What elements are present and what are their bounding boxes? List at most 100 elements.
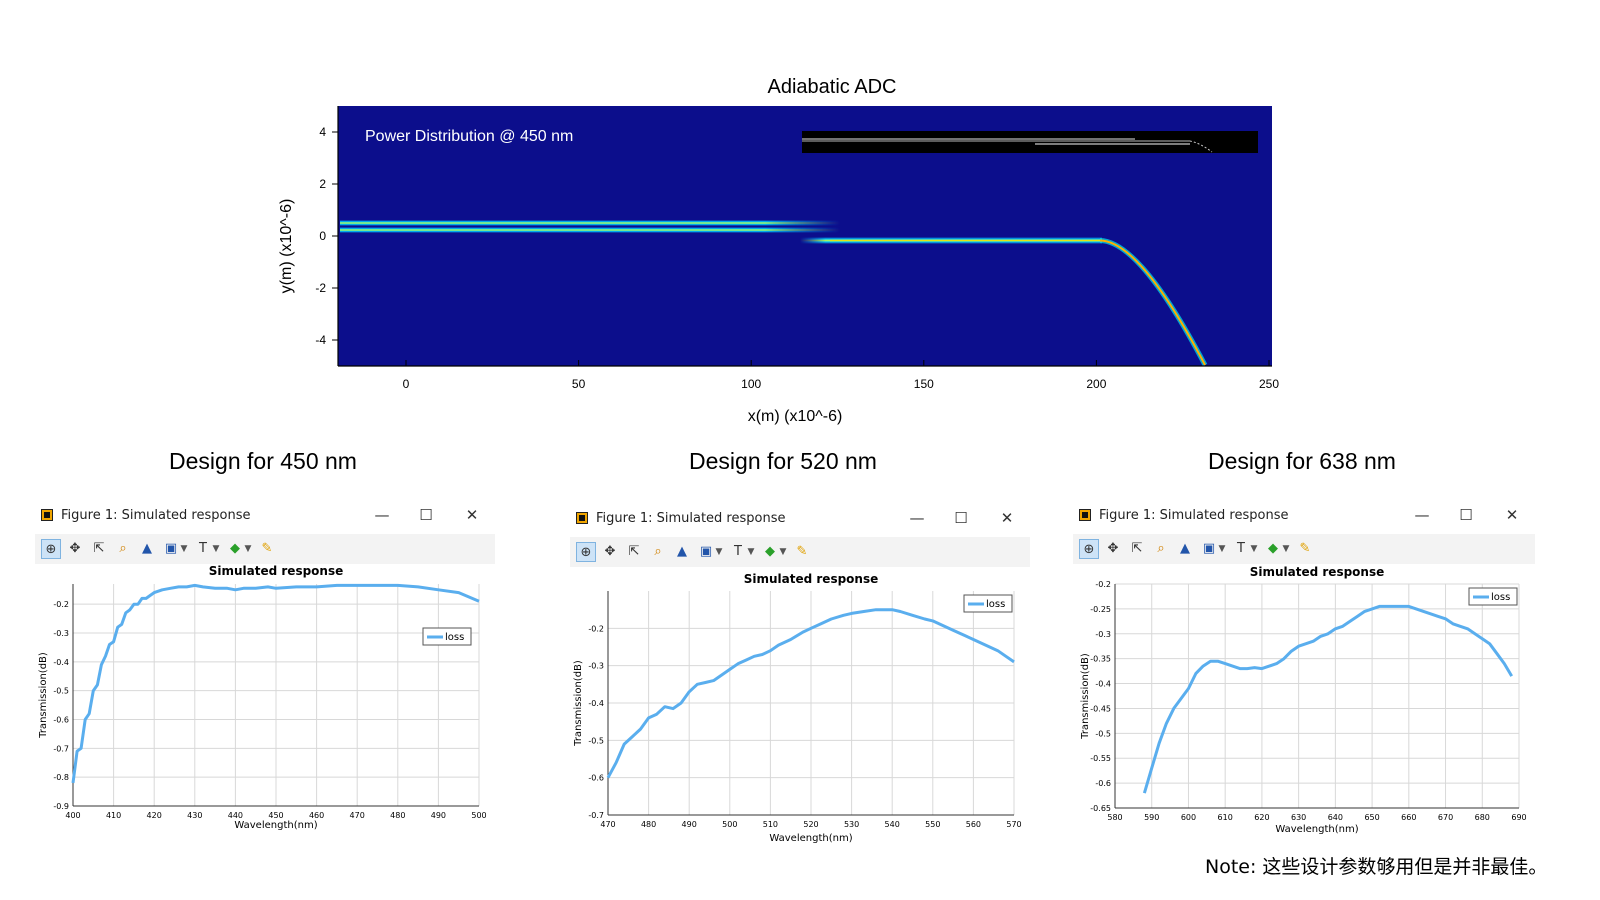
dropdown-arrow-icon[interactable]: ▼ bbox=[1250, 544, 1258, 554]
x-tick-label: 620 bbox=[1254, 813, 1269, 822]
response-chart: 580 590 600 610 620 630 640 650 660 670 680 690 -0.2… bbox=[1080, 565, 1527, 835]
x-tick-label: 550 bbox=[925, 820, 940, 829]
magnify-icon[interactable]: ⌕ bbox=[654, 544, 662, 559]
x-tick-label: 650 bbox=[1364, 813, 1379, 822]
chart-title: Simulated response bbox=[744, 572, 879, 586]
pan-icon[interactable]: ✥ bbox=[69, 541, 81, 556]
series-line-loss bbox=[71, 583, 480, 784]
marker-icon[interactable]: ◆ bbox=[765, 544, 775, 559]
design-title-450: Design for 450 nm bbox=[169, 448, 357, 474]
x-tick-label: 400 bbox=[65, 811, 80, 820]
marker-icon[interactable]: ◆ bbox=[230, 541, 240, 556]
dropdown-arrow-icon[interactable]: ▼ bbox=[244, 544, 252, 554]
magnify-icon[interactable]: ⌕ bbox=[119, 541, 127, 556]
maximize-button[interactable]: ☐ bbox=[1459, 506, 1473, 524]
select-icon[interactable]: ⇱ bbox=[93, 541, 105, 556]
y-tick-label: -0.6 bbox=[1095, 779, 1111, 788]
x-tick-label: 490 bbox=[682, 820, 697, 829]
zoom-icon[interactable]: ⊕ bbox=[41, 539, 61, 559]
heatmap-x-tick-label: 50 bbox=[572, 377, 586, 391]
series-line-loss bbox=[1142, 604, 1513, 794]
zoom-icon[interactable]: ⊕ bbox=[576, 542, 596, 562]
x-tick-label: 480 bbox=[390, 811, 405, 820]
select-icon[interactable]: ⇱ bbox=[1131, 541, 1143, 556]
text-icon[interactable]: T bbox=[1237, 541, 1245, 556]
png-export-icon[interactable]: ▣ bbox=[1202, 541, 1216, 556]
dropdown-arrow-icon[interactable]: ▼ bbox=[180, 544, 188, 554]
dropdown-arrow-icon[interactable]: ▼ bbox=[779, 547, 787, 557]
x-tick-label: 470 bbox=[350, 811, 365, 820]
dropdown-arrow-icon[interactable]: ▼ bbox=[747, 547, 755, 557]
legend-label: loss bbox=[445, 632, 464, 643]
dropdown-arrow-icon[interactable]: ▼ bbox=[715, 547, 723, 557]
x-tick-label: 640 bbox=[1328, 813, 1343, 822]
x-tick-label: 660 bbox=[1401, 813, 1416, 822]
text-icon[interactable]: T bbox=[734, 544, 742, 559]
y-tick-label: -0.3 bbox=[53, 629, 69, 638]
x-axis-label: Wavelength(nm) bbox=[769, 833, 852, 844]
x-tick-label: 510 bbox=[763, 820, 778, 829]
png-export-icon[interactable]: ▣ bbox=[164, 541, 178, 556]
y-tick-label: -0.5 bbox=[53, 687, 69, 696]
legend-label: loss bbox=[1491, 592, 1510, 603]
window-title: Figure 1: Simulated response bbox=[1099, 508, 1289, 523]
x-axis-label: Wavelength(nm) bbox=[1275, 824, 1358, 835]
magnify-icon[interactable]: ⌕ bbox=[1157, 541, 1165, 556]
zoom-icon[interactable]: ⊕ bbox=[1079, 539, 1099, 559]
response-chart: 400 410 420 430 440 450 460 470 480 490 500 -0.2 -0.… bbox=[38, 564, 487, 831]
y-tick-label: -0.3 bbox=[1095, 630, 1111, 639]
x-tick-label: 560 bbox=[966, 820, 981, 829]
app-logo-icon bbox=[576, 512, 588, 524]
x-tick-label: 460 bbox=[309, 811, 324, 820]
legend: loss bbox=[1468, 587, 1518, 606]
design-title-638: Design for 638 nm bbox=[1208, 448, 1396, 474]
select-icon[interactable]: ⇱ bbox=[628, 544, 640, 559]
dropdown-arrow-icon[interactable]: ▼ bbox=[212, 544, 220, 554]
y-tick-label: -0.7 bbox=[588, 811, 604, 820]
pan-icon[interactable]: ✥ bbox=[1107, 541, 1119, 556]
y-tick-label: -0.7 bbox=[53, 744, 69, 753]
y-tick-label: -0.55 bbox=[1090, 754, 1111, 763]
figure-toolbar: ⊕ ✥ ⇱ ⌕ ▲ ▣ ▼ T ▼ ◆ ▼ ✎ bbox=[35, 534, 495, 564]
png-export-icon[interactable]: ▣ bbox=[699, 544, 713, 559]
figure-toolbar: ⊕ ✥ ⇱ ⌕ ▲ ▣ ▼ T ▼ ◆ ▼ ✎ bbox=[570, 537, 1030, 567]
y-tick-label: -0.2 bbox=[1095, 580, 1111, 589]
maximize-button[interactable]: ☐ bbox=[954, 509, 968, 527]
pencil-icon[interactable]: ✎ bbox=[1299, 541, 1311, 556]
y-tick-label: -0.25 bbox=[1090, 605, 1111, 614]
minimize-button[interactable]: — bbox=[1414, 506, 1430, 524]
text-icon[interactable]: T bbox=[199, 541, 207, 556]
y-tick-label: -0.9 bbox=[53, 802, 69, 811]
app-logo-icon bbox=[41, 509, 53, 521]
close-button[interactable]: ✕ bbox=[1000, 509, 1014, 527]
pencil-icon[interactable]: ✎ bbox=[261, 541, 273, 556]
y-tick-label: -0.4 bbox=[588, 699, 604, 708]
minimize-button[interactable]: — bbox=[374, 506, 390, 524]
y-tick-label: -0.35 bbox=[1090, 655, 1111, 664]
mountain-icon[interactable]: ▲ bbox=[677, 544, 687, 559]
dropdown-arrow-icon[interactable]: ▼ bbox=[1282, 544, 1290, 554]
y-axis-label: Transmission(dB) bbox=[1080, 653, 1091, 740]
chart-title: Simulated response bbox=[209, 564, 344, 578]
maximize-button[interactable]: ☐ bbox=[419, 506, 433, 524]
device-layout-inset bbox=[802, 131, 1258, 153]
figure-toolbar: ⊕ ✥ ⇱ ⌕ ▲ ▣ ▼ T ▼ ◆ ▼ ✎ bbox=[1073, 534, 1535, 564]
close-button[interactable]: ✕ bbox=[1505, 506, 1519, 524]
y-tick-label: -0.5 bbox=[1095, 729, 1111, 738]
mountain-icon[interactable]: ▲ bbox=[1180, 541, 1190, 556]
y-tick-label: -0.65 bbox=[1090, 804, 1111, 813]
x-tick-label: 680 bbox=[1475, 813, 1490, 822]
x-tick-label: 580 bbox=[1107, 813, 1122, 822]
y-tick-label: -0.6 bbox=[588, 774, 604, 783]
pencil-icon[interactable]: ✎ bbox=[796, 544, 808, 559]
heatmap-xlabel: x(m) (x10^-6) bbox=[748, 408, 843, 425]
heatmap-chart: Power Distribution @ 450 nm 0 50 100 150 200… bbox=[278, 106, 1279, 425]
close-button[interactable]: ✕ bbox=[465, 506, 479, 524]
mountain-icon[interactable]: ▲ bbox=[142, 541, 152, 556]
y-tick-label: -0.2 bbox=[588, 624, 604, 633]
minimize-button[interactable]: — bbox=[909, 509, 925, 527]
heatmap-x-tick-label: 200 bbox=[1086, 377, 1106, 391]
dropdown-arrow-icon[interactable]: ▼ bbox=[1218, 544, 1226, 554]
marker-icon[interactable]: ◆ bbox=[1268, 541, 1278, 556]
pan-icon[interactable]: ✥ bbox=[604, 544, 616, 559]
